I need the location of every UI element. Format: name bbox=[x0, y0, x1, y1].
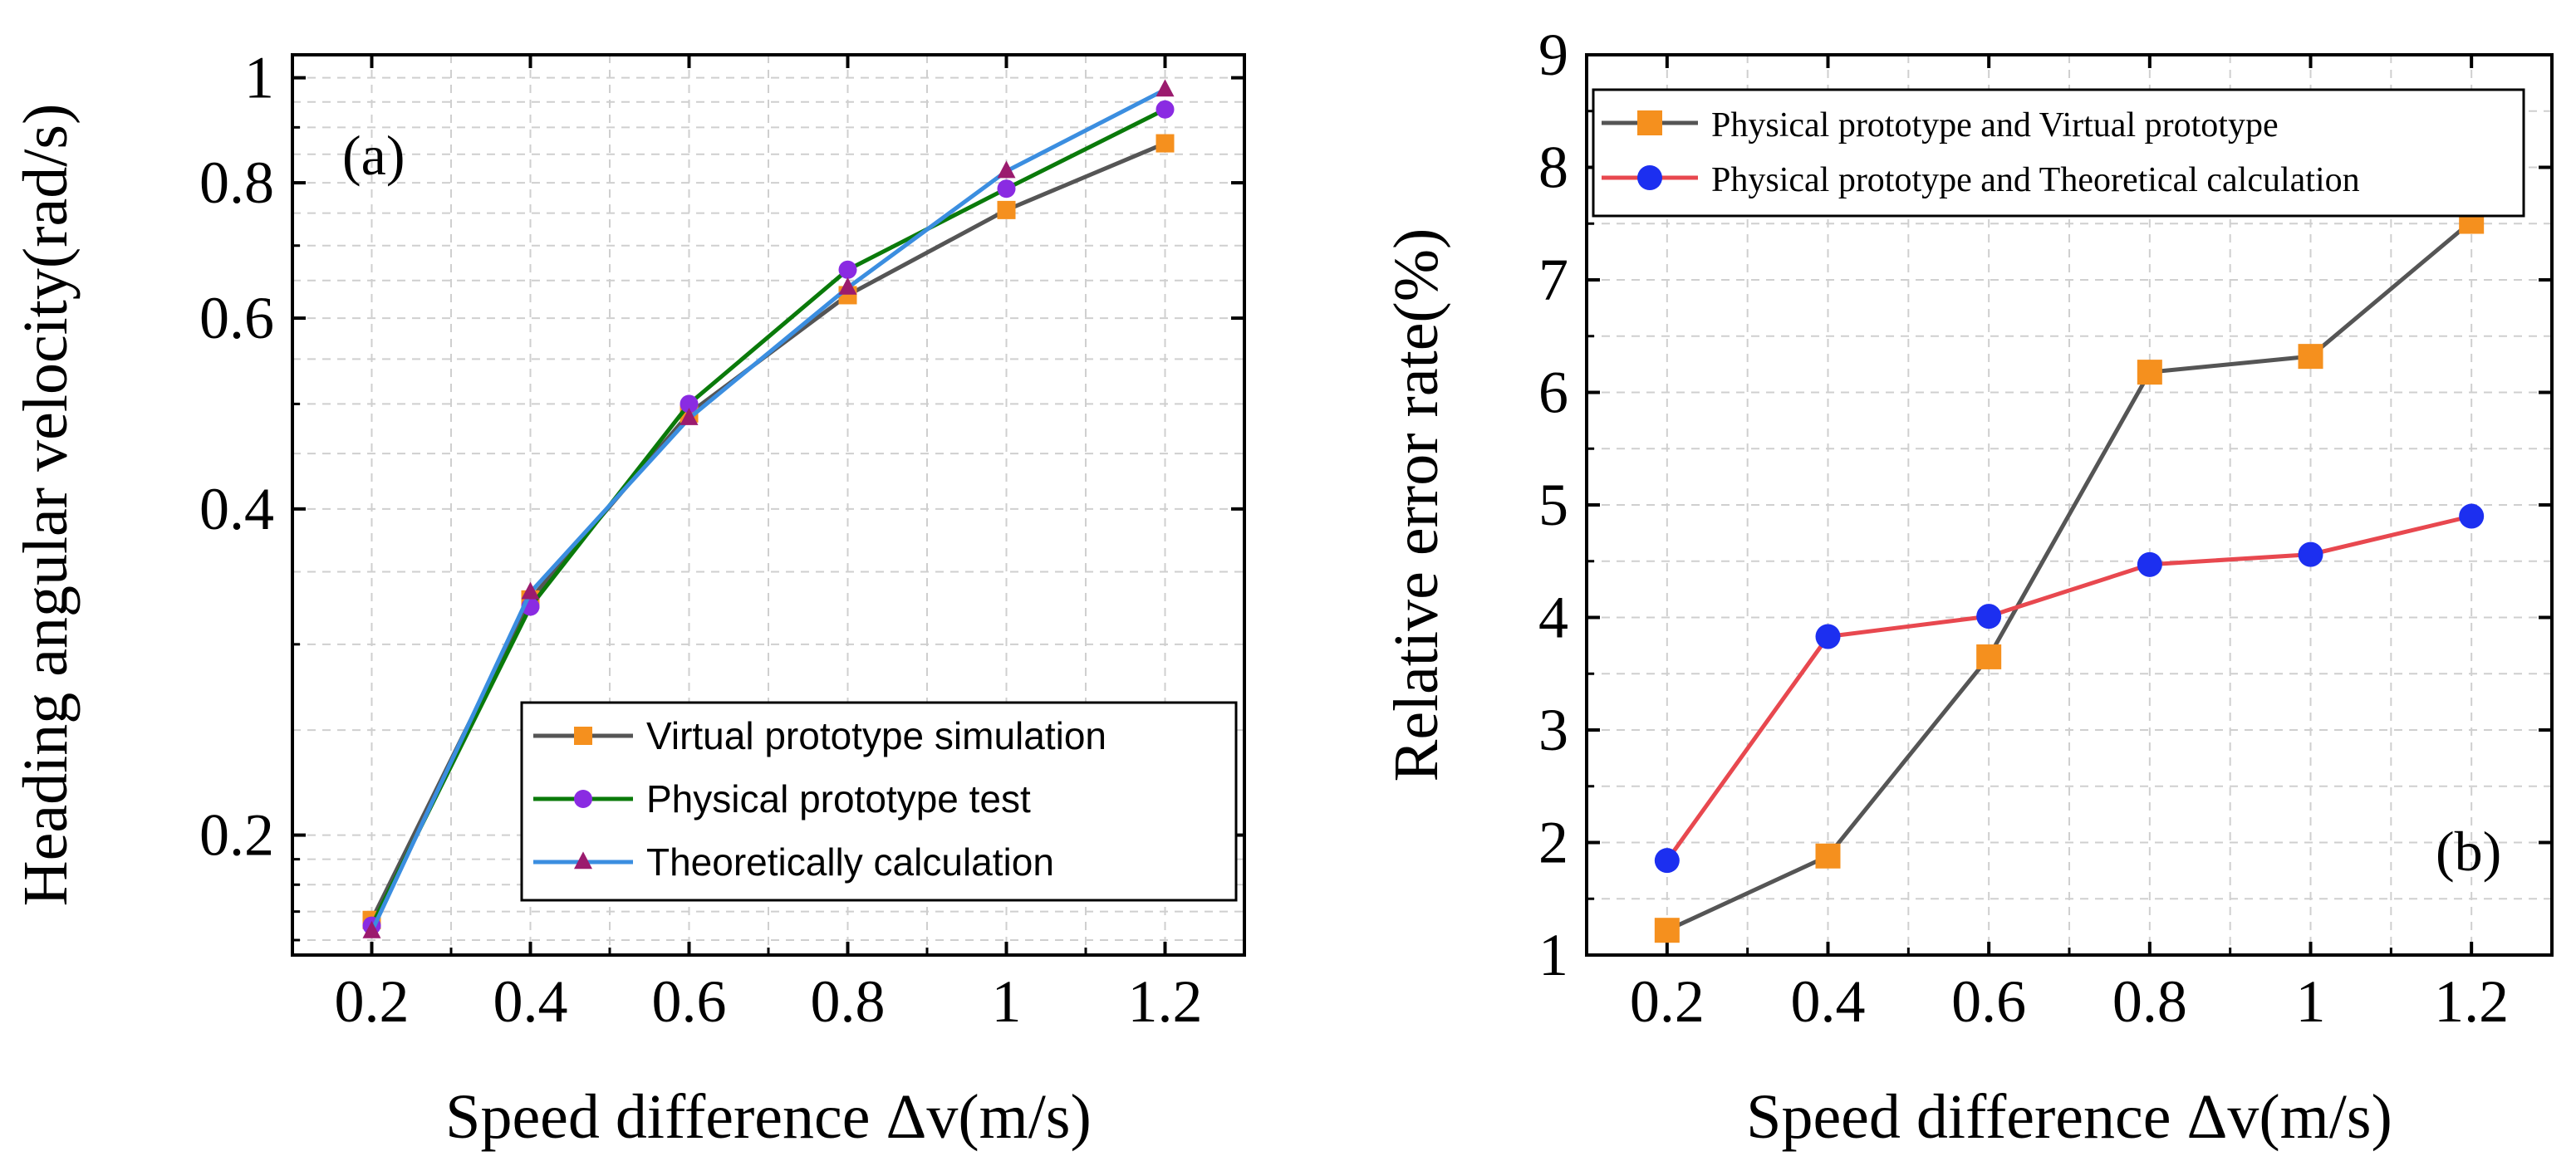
data-point-series-3 bbox=[838, 277, 857, 295]
series-line-2 bbox=[1665, 514, 2472, 862]
x-tick-label: 0.8 bbox=[2112, 968, 2187, 1035]
legend-box bbox=[520, 701, 1238, 902]
panel-b-y-axis-label: Relative error rate(%) bbox=[1381, 228, 1451, 782]
y-tick-label: 0.2 bbox=[199, 802, 274, 869]
data-point-series-1 bbox=[2298, 344, 2323, 370]
series-line-1 bbox=[1666, 219, 2473, 933]
panel-a-legend: Virtual prototype simulation Physical pro… bbox=[520, 701, 1238, 902]
panel-b-series bbox=[1654, 208, 2485, 943]
x-tick-label: 0.4 bbox=[1791, 968, 1866, 1035]
y-tick-label: 8 bbox=[1538, 135, 1568, 201]
x-tick-label: 0.6 bbox=[1951, 968, 2026, 1035]
legend-label-2: Physical prototype test bbox=[646, 777, 1031, 821]
legend-box bbox=[1592, 88, 2525, 218]
data-point-series-1 bbox=[1815, 843, 1841, 869]
legend-marker-1 bbox=[1637, 110, 1662, 135]
panel-a-label: (a) bbox=[342, 124, 405, 187]
data-point-series-3 bbox=[1156, 79, 1175, 97]
y-tick-label: 0.6 bbox=[199, 285, 274, 351]
data-point-series-1 bbox=[1156, 134, 1175, 153]
legend-label-1: Virtual prototype simulation bbox=[646, 714, 1106, 757]
y-tick-label: 0.8 bbox=[199, 149, 274, 216]
panel-a-ticks: 0.2 0.4 0.6 0.8 1 1.2 0.2 0.4 0.6 0.8 1 bbox=[199, 45, 1244, 1035]
data-point-series-3 bbox=[521, 581, 540, 600]
y-tick-label: 9 bbox=[1538, 22, 1568, 88]
data-point-series-1 bbox=[997, 200, 1016, 219]
data-point-series-2 bbox=[1654, 848, 1680, 874]
x-tick-label: 1.2 bbox=[1128, 968, 1203, 1035]
data-point-series-2 bbox=[2137, 551, 2162, 577]
legend-marker-1 bbox=[574, 727, 592, 745]
data-point-series-2 bbox=[680, 394, 699, 414]
data-point-series-2 bbox=[997, 179, 1016, 198]
series-line-2 bbox=[370, 107, 1166, 927]
series-line-3 bbox=[370, 87, 1166, 933]
y-tick-label: 2 bbox=[1538, 810, 1568, 876]
data-point-series-3 bbox=[997, 160, 1016, 179]
panel-b-label: (b) bbox=[2436, 820, 2501, 883]
data-point-series-2 bbox=[838, 260, 857, 279]
legend-marker-3 bbox=[574, 851, 592, 870]
data-point-series-1 bbox=[2137, 360, 2162, 385]
data-point-series-1 bbox=[1654, 918, 1680, 943]
x-tick-label: 1 bbox=[2296, 968, 2326, 1035]
y-tick-label: 6 bbox=[1538, 360, 1568, 426]
data-point-series-2 bbox=[2298, 541, 2323, 567]
data-point-series-1 bbox=[1976, 644, 2002, 669]
legend-label-2: Physical prototype and Theoretical calcu… bbox=[1711, 161, 2360, 199]
panel-b-legend: Physical prototype and Virtual prototype… bbox=[1592, 88, 2525, 218]
y-tick-label: 0.4 bbox=[199, 476, 274, 542]
data-point-series-3 bbox=[680, 408, 699, 425]
data-point-series-3 bbox=[362, 920, 381, 938]
data-point-series-2 bbox=[1976, 604, 2002, 629]
panel-a: 0.2 0.4 0.6 0.8 1 1.2 0.2 0.4 0.6 0.8 1 (a) Virtua… bbox=[11, 45, 1246, 1152]
x-tick-label: 0.2 bbox=[1630, 968, 1705, 1035]
panel-a-series bbox=[362, 79, 1175, 938]
y-tick-label: 5 bbox=[1538, 472, 1568, 538]
y-tick-label: 3 bbox=[1538, 697, 1568, 763]
panel-a-y-axis-label: Heading angular velocity(rad/s) bbox=[11, 104, 81, 907]
x-tick-label: 0.2 bbox=[335, 968, 410, 1035]
y-tick-label: 7 bbox=[1538, 247, 1568, 313]
panel-b: 0.2 0.4 0.6 0.8 1 1.2 1 2 3 4 5 6 7 8 9 (b) Physical p… bbox=[1381, 22, 2554, 1152]
x-tick-label: 0.6 bbox=[652, 968, 727, 1035]
x-tick-label: 0.8 bbox=[811, 968, 886, 1035]
y-tick-label: 1 bbox=[1538, 922, 1568, 988]
legend-marker-2 bbox=[574, 790, 592, 808]
y-tick-label: 1 bbox=[244, 45, 274, 111]
x-tick-label: 1.2 bbox=[2434, 968, 2509, 1035]
legend-label-1: Physical prototype and Virtual prototype bbox=[1711, 106, 2279, 145]
data-point-series-2 bbox=[1815, 624, 1841, 649]
panel-a-x-axis-label: Speed difference Δv(m/s) bbox=[445, 1082, 1092, 1152]
data-point-series-2 bbox=[2459, 503, 2485, 529]
x-tick-label: 0.4 bbox=[493, 968, 568, 1035]
y-tick-label: 4 bbox=[1538, 585, 1568, 651]
panel-b-x-axis-label: Speed difference Δv(m/s) bbox=[1746, 1082, 2392, 1152]
legend-label-3: Theoretically calculation bbox=[646, 840, 1054, 884]
panel-b-ticks: 0.2 0.4 0.6 0.8 1 1.2 1 2 3 4 5 6 7 8 9 bbox=[1538, 22, 2552, 1035]
legend-marker-2 bbox=[1637, 165, 1662, 190]
x-tick-label: 1 bbox=[992, 968, 1022, 1035]
data-point-series-2 bbox=[1156, 100, 1175, 119]
